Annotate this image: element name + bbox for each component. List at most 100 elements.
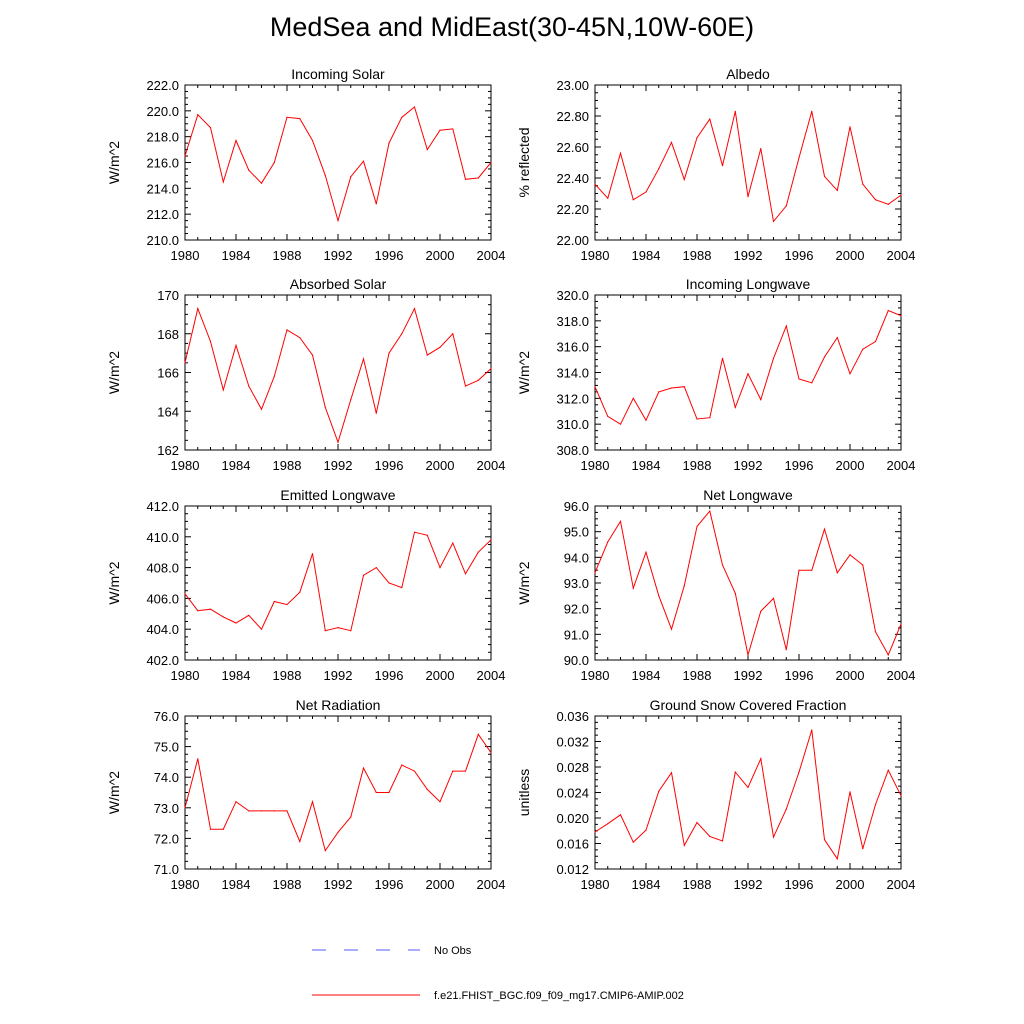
series-line: [184, 306, 492, 444]
data-point: [413, 307, 416, 310]
data-point: [887, 203, 889, 205]
chart-panel-4: Emitted Longwave W/m^2 1980 1984 1988 1992 199…: [106, 487, 505, 683]
y-tick-label: 94.0: [564, 550, 589, 565]
data-point: [823, 839, 826, 841]
data-point: [426, 354, 428, 356]
data-point: [337, 441, 339, 443]
x-tick-label: 1984: [632, 248, 661, 263]
y-tick-label: 210.0: [146, 233, 179, 248]
data-point: [862, 183, 864, 185]
data-point: [311, 354, 314, 356]
data-point: [900, 194, 902, 196]
x-tick-label: 1996: [375, 248, 404, 263]
x-tick-label: 1996: [375, 877, 404, 892]
x-tick-label: 1980: [581, 877, 610, 892]
data-point: [273, 600, 275, 603]
data-point: [477, 733, 479, 735]
x-tick-label: 1988: [273, 248, 302, 263]
data-point: [452, 770, 454, 772]
data-point: [413, 106, 416, 108]
data-point: [362, 358, 365, 360]
data-point: [401, 116, 403, 118]
x-tick-label: 2000: [426, 458, 455, 473]
y-tick-label: 212.0: [146, 207, 179, 222]
panel-title: Incoming Solar: [291, 66, 385, 82]
data-point: [798, 157, 800, 159]
data-point: [721, 357, 724, 359]
data-point: [670, 628, 673, 630]
data-point: [798, 569, 800, 571]
legend-obs-label: No Obs: [434, 945, 472, 957]
data-point: [311, 139, 314, 142]
y-tick-label: 93.0: [564, 576, 589, 591]
x-tick-label: 1992: [324, 458, 353, 473]
data-point: [490, 539, 492, 541]
data-point: [299, 591, 301, 593]
data-point: [785, 808, 787, 810]
data-point: [362, 574, 365, 576]
data-point: [658, 391, 660, 393]
data-point: [594, 572, 596, 574]
y-tick-label: 412.0: [146, 499, 179, 514]
data-point: [248, 385, 250, 387]
data-point: [337, 220, 339, 222]
data-point: [734, 592, 736, 594]
y-tick-label: 218.0: [146, 130, 179, 145]
y-tick-label: 222.0: [146, 78, 179, 93]
data-point: [324, 174, 326, 177]
data-point: [286, 329, 288, 331]
x-tick-label: 1996: [785, 668, 814, 683]
data-point: [490, 752, 492, 754]
chart-panel-0: Incoming Solar W/m^2 1980 1984 1988 1992 1996 2…: [106, 66, 505, 263]
x-tick-label: 1992: [734, 248, 763, 263]
data-point: [887, 654, 889, 656]
y-tick-label: 410.0: [146, 530, 179, 545]
x-tick-label: 1988: [273, 458, 302, 473]
data-point: [375, 203, 377, 205]
data-point: [709, 835, 711, 838]
data-point: [836, 337, 838, 339]
data-point: [645, 419, 647, 421]
y-tick-label: 0.024: [556, 786, 589, 801]
x-tick-label: 2000: [836, 458, 865, 473]
data-point: [184, 362, 186, 364]
x-tick-label: 1988: [683, 877, 712, 892]
data-point: [619, 520, 622, 523]
plot-frame: [594, 505, 902, 661]
data-point: [311, 801, 314, 803]
y-tick-label: 92.0: [564, 602, 589, 617]
y-tick-label: 312.0: [556, 391, 589, 406]
y-tick-label: 0.028: [556, 760, 589, 775]
data-point: [260, 628, 263, 630]
data-point: [721, 840, 724, 842]
y-tick-label: 408.0: [146, 561, 179, 576]
x-tick-label: 1984: [632, 877, 661, 892]
chart-panel-5: Net Longwave W/m^2 1980 1984 1988 1992 1996 200…: [516, 487, 915, 683]
x-tick-label: 1980: [581, 248, 610, 263]
series-line: [184, 531, 492, 632]
y-tick-label: 0.012: [556, 862, 589, 877]
y-tick-label: 168: [157, 327, 179, 342]
data-point: [658, 790, 660, 792]
x-tick-label: 1992: [734, 877, 763, 892]
data-point: [607, 823, 609, 825]
y-tick-label: 90.0: [564, 653, 589, 668]
series-line: [594, 729, 902, 861]
x-tick-label: 1980: [581, 458, 610, 473]
data-point: [464, 385, 467, 387]
data-point: [401, 764, 403, 766]
data-point: [874, 199, 877, 201]
x-tick-label: 1992: [324, 248, 353, 263]
data-point: [299, 117, 301, 120]
data-point: [836, 858, 838, 860]
panel-title: Emitted Longwave: [280, 487, 395, 503]
data-point: [350, 630, 352, 632]
data-point: [388, 582, 390, 584]
y-tick-label: 318.0: [556, 314, 589, 329]
data-point: [849, 373, 851, 375]
data-point: [260, 408, 263, 410]
data-point: [607, 197, 609, 199]
y-axis-label: W/m^2: [106, 351, 122, 394]
y-tick-label: 22.20: [556, 202, 589, 217]
panel-title: Net Longwave: [703, 487, 793, 503]
